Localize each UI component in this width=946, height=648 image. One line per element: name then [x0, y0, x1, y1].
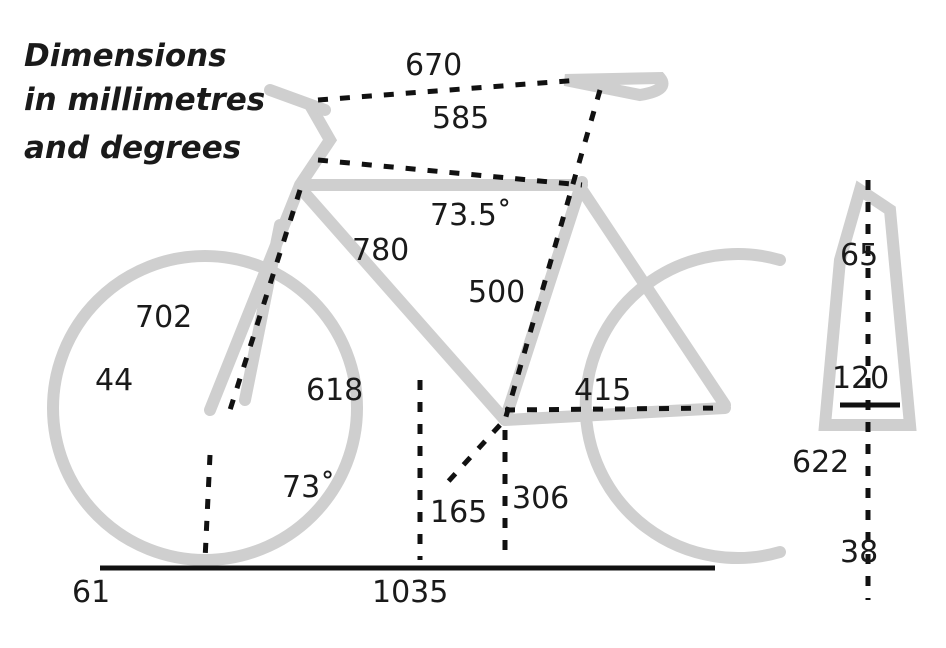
chainstay-line — [504, 405, 721, 413]
dimension-label: 415 — [574, 373, 631, 408]
dimension-label: 73.5˚ — [430, 198, 512, 233]
dimension-label: 585 — [432, 101, 489, 136]
dimension-label: 165 — [430, 495, 487, 530]
dimension-label: 73˚ — [282, 470, 335, 505]
handlebar — [264, 84, 331, 116]
dimension-label: 618 — [306, 373, 363, 408]
head-tube-line — [227, 189, 303, 411]
trail-line — [202, 454, 213, 561]
title-line: in millimetres — [24, 82, 265, 118]
dimension-label: 780 — [352, 233, 409, 268]
dimension-label: 38 — [840, 535, 878, 570]
saddle — [563, 71, 669, 102]
dimension-label: 500 — [468, 275, 525, 310]
title-line: and degrees — [24, 130, 241, 166]
dimension-label: 622 — [792, 445, 849, 480]
dimension-label: 702 — [135, 300, 192, 335]
dimension-label: 44 — [95, 363, 133, 398]
reach-line — [317, 77, 581, 103]
crank-line — [443, 423, 502, 487]
dimension-label: 670 — [405, 48, 462, 83]
seat-tube-line — [502, 89, 603, 421]
dimension-label: 306 — [512, 481, 569, 516]
top-tube-line — [317, 157, 583, 188]
title-line: Dimensions — [24, 38, 227, 74]
dimension-lines — [100, 77, 900, 600]
dimension-label: 65 — [840, 238, 878, 273]
dimension-label: 1035 — [372, 575, 448, 610]
dimension-label: 61 — [72, 575, 110, 610]
frame — [204, 99, 731, 426]
dimension-label: 120 — [832, 361, 889, 396]
front-wheel — [47, 250, 363, 566]
bike-drawing — [47, 71, 917, 566]
rear-wheel — [579, 248, 786, 564]
